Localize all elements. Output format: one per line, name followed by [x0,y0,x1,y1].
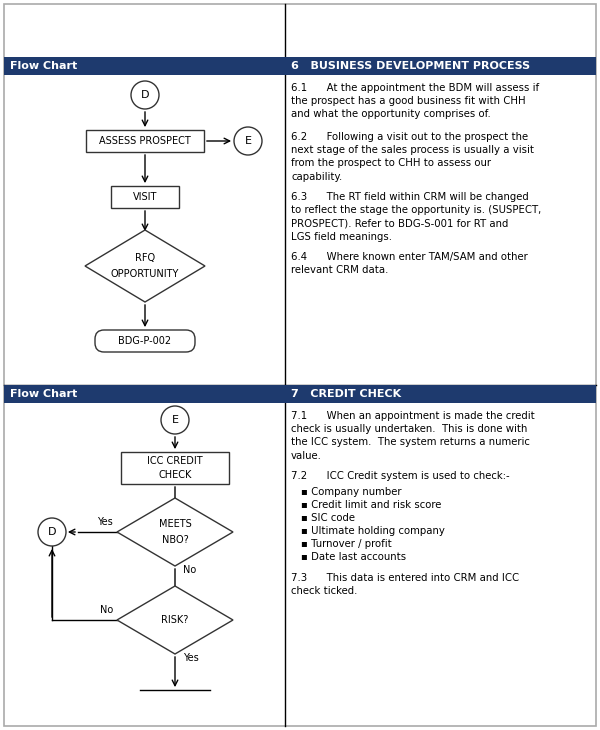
Text: OPPORTUNITY: OPPORTUNITY [111,269,179,279]
Text: No: No [183,565,196,575]
Bar [111,186,179,208]
Text: ▪ Ultimate holding company: ▪ Ultimate holding company [301,526,445,536]
Text: 7   CREDIT CHECK: 7 CREDIT CHECK [291,389,401,399]
Text: ▪ Company number: ▪ Company number [301,487,401,497]
Text: RFQ: RFQ [135,253,155,263]
Text: ▪ Credit limit and risk score: ▪ Credit limit and risk score [301,500,442,510]
Circle shape [161,406,189,434]
Circle shape [38,518,66,546]
Circle shape [131,81,159,109]
Bar [86,130,204,152]
Circle shape [234,127,262,155]
Text: Flow Chart: Flow Chart [10,61,77,71]
Bar [285,385,596,403]
Text: Flow Chart: Flow Chart [10,389,77,399]
Text: 6.4      Where known enter TAM/SAM and other
relevant CRM data.: 6.4 Where known enter TAM/SAM and other … [291,252,528,275]
Text: MEETS: MEETS [158,519,191,529]
Text: NBO?: NBO? [161,535,188,545]
Text: VISIT: VISIT [133,192,157,202]
Text: 7.2      ICC Credit system is used to check:-: 7.2 ICC Credit system is used to check:- [291,471,509,481]
Polygon shape [117,586,233,654]
FancyBboxPatch shape [95,330,195,352]
Text: E: E [172,415,179,425]
Text: RISK?: RISK? [161,615,188,625]
Text: E: E [245,136,251,146]
Polygon shape [85,230,205,302]
Text: ▪ Turnover / profit: ▪ Turnover / profit [301,539,392,549]
Text: 6.1      At the appointment the BDM will assess if
the prospect has a good busin: 6.1 At the appointment the BDM will asse… [291,83,539,120]
Bar [4,385,285,403]
Text: D: D [48,527,56,537]
Bar [285,57,596,75]
Text: Yes: Yes [97,517,113,527]
Text: ICC CREDIT: ICC CREDIT [147,456,203,466]
Bar [121,452,229,484]
Text: 6.3      The RT field within CRM will be changed
to reflect the stage the opport: 6.3 The RT field within CRM will be chan… [291,192,541,242]
Text: ASSESS PROSPECT: ASSESS PROSPECT [99,136,191,146]
Text: 6   BUSINESS DEVELOPMENT PROCESS: 6 BUSINESS DEVELOPMENT PROCESS [291,61,530,71]
Text: BDG-P-002: BDG-P-002 [118,336,172,346]
Text: 6.2      Following a visit out to the prospect the
next stage of the sales proce: 6.2 Following a visit out to the prospec… [291,132,534,182]
Text: ▪ SIC code: ▪ SIC code [301,513,355,523]
Text: No: No [100,605,113,615]
Text: 7.3      This data is entered into CRM and ICC
check ticked.: 7.3 This data is entered into CRM and IC… [291,573,519,596]
Bar [4,57,285,75]
Text: Yes: Yes [183,653,199,663]
Text: D: D [141,90,149,100]
Text: ▪ Date last accounts: ▪ Date last accounts [301,552,406,562]
Polygon shape [117,498,233,566]
Text: CHECK: CHECK [158,470,191,480]
Text: 7.1      When an appointment is made the credit
check is usually undertaken.  Th: 7.1 When an appointment is made the cred… [291,411,535,461]
